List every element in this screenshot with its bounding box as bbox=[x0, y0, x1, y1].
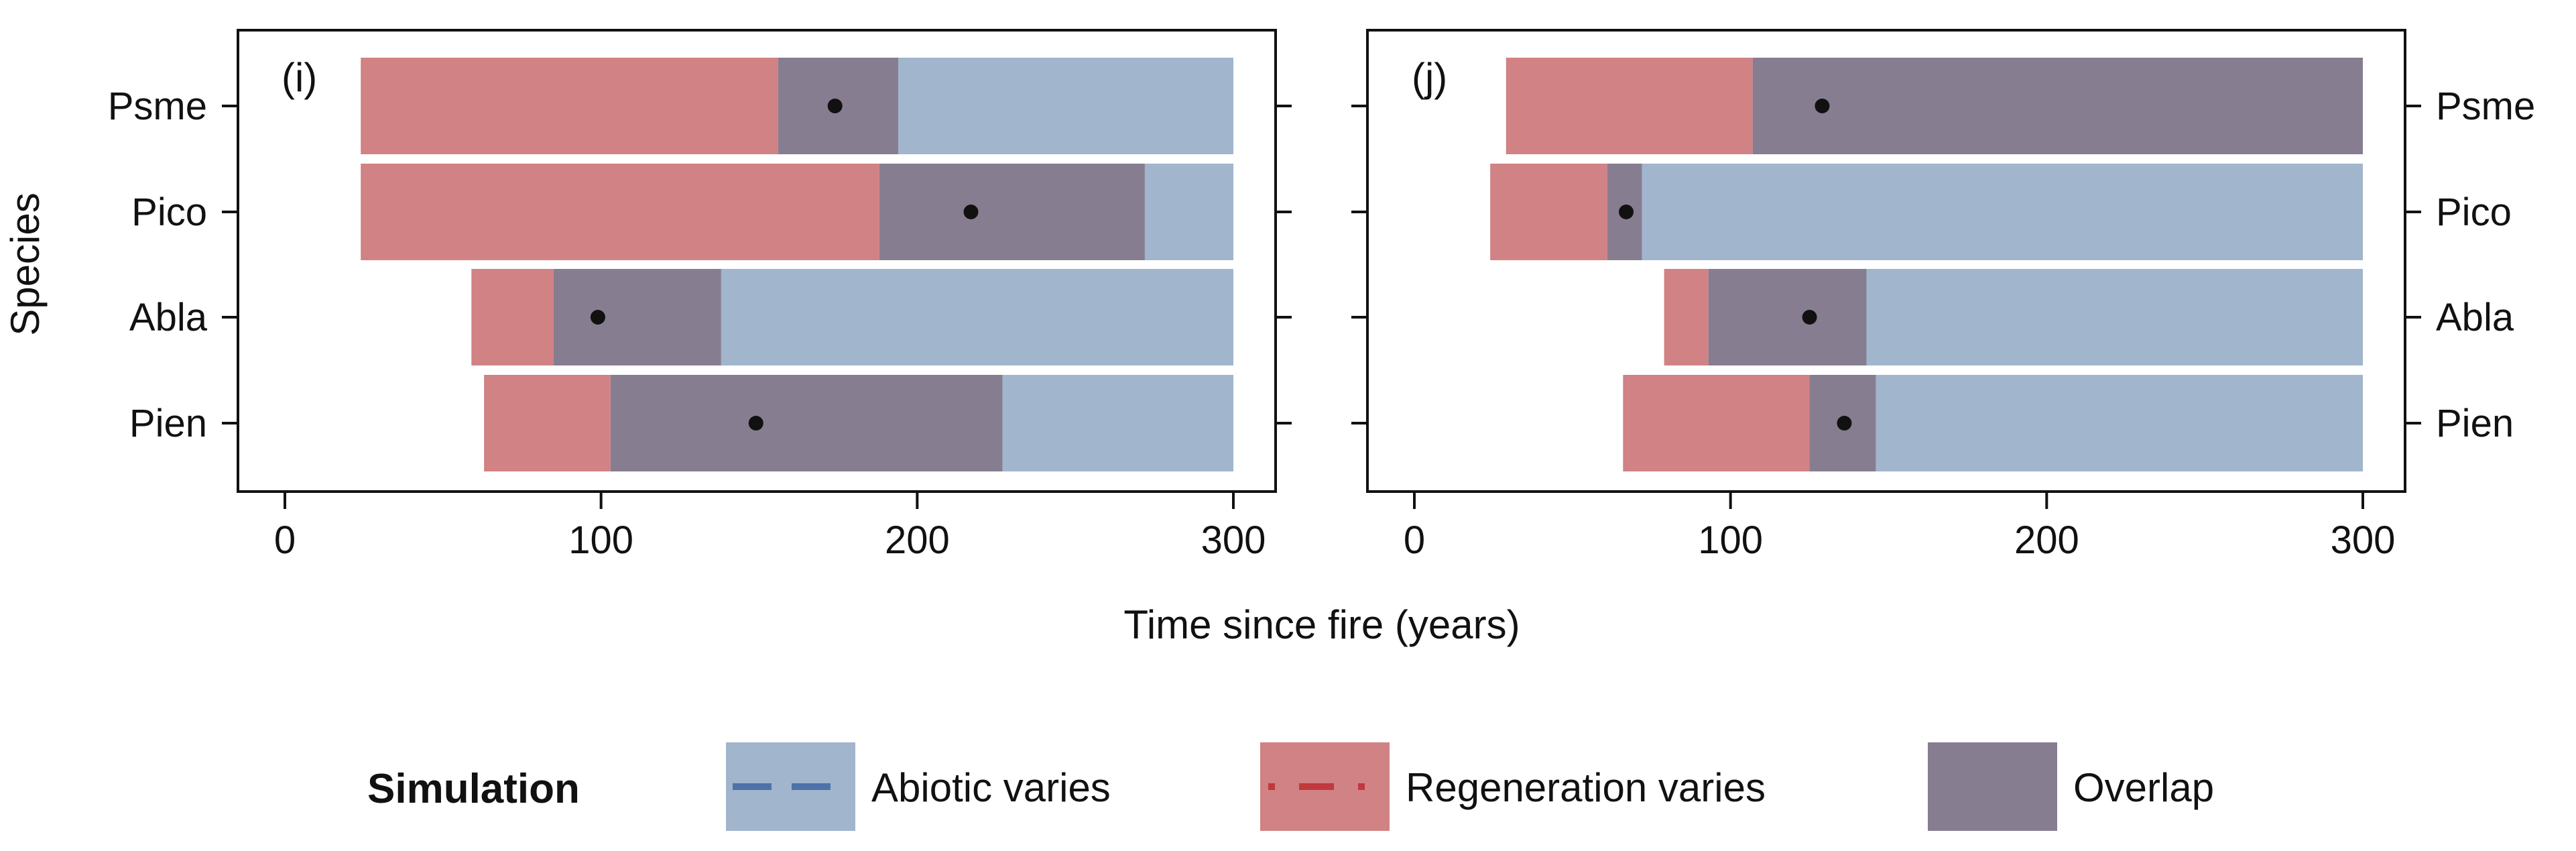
panel-i-xtick-label-300: 300 bbox=[1201, 518, 1266, 562]
legend: Simulation Abiotic varies Regeneration va… bbox=[367, 742, 2214, 831]
panel-i-frame bbox=[237, 29, 1277, 493]
panel-i-abla-regeneration-bar bbox=[471, 269, 554, 365]
panel-i-pien-regeneration-bar bbox=[484, 375, 611, 471]
legend-overlap-label: Overlap bbox=[2073, 765, 2214, 810]
panel-j-ytick-label-pien: Pien bbox=[2436, 402, 2514, 445]
panel-i-pien-point bbox=[748, 416, 763, 431]
panel-j-psme-overlap-bar bbox=[1752, 58, 2363, 154]
panel-i-pico-point bbox=[963, 205, 979, 219]
panel-j-xtick-label-0: 0 bbox=[1404, 518, 1425, 562]
panel-i-ytick-label-pien: Pien bbox=[129, 402, 207, 445]
panel-j-abla-point bbox=[1802, 310, 1817, 325]
y-axis-title: Species bbox=[3, 192, 48, 335]
panel-j-abla-overlap-bar bbox=[1708, 269, 1867, 365]
panel-j-psme-point bbox=[1815, 99, 1830, 113]
legend-abiotic-label: Abiotic varies bbox=[871, 765, 1111, 810]
panel-i-bars bbox=[361, 58, 1233, 471]
panel-i-axes: 0 100 200 300 Psme Pico Abla Pien bbox=[108, 84, 1292, 562]
panel-i-pico-regeneration-bar bbox=[361, 164, 879, 260]
panel-i-psme-point bbox=[827, 99, 843, 113]
panel-i-pien-abiotic-bar bbox=[1002, 375, 1233, 471]
panel-i-label: (i) bbox=[282, 55, 317, 100]
panel-j: (j) 0 100 200 300 Psme Pico Abla Pien bbox=[1351, 29, 2535, 562]
panel-i-abla-overlap-bar bbox=[553, 269, 721, 365]
panel-i-psme-regeneration-bar bbox=[361, 58, 778, 154]
panel-i-pico-overlap-bar bbox=[879, 164, 1145, 260]
x-axis-title: Time since fire (years) bbox=[1123, 602, 1520, 647]
panel-j-pien-point bbox=[1837, 416, 1852, 431]
panel-i-ytick-label-pico: Pico bbox=[131, 190, 207, 234]
panel-i-xtick-label-100: 100 bbox=[568, 518, 633, 562]
panel-i-abla-point bbox=[590, 310, 605, 325]
panel-j-pico-abiotic-bar bbox=[1642, 164, 2363, 260]
panel-i-pico-abiotic-bar bbox=[1144, 164, 1233, 260]
panel-j-ytick-label-abla: Abla bbox=[2436, 296, 2514, 339]
panel-j-xtick-label-300: 300 bbox=[2331, 518, 2396, 562]
panel-i-xtick-label-0: 0 bbox=[274, 518, 296, 562]
panel-j-pien-regeneration-bar bbox=[1623, 375, 1810, 471]
panel-j-label: (j) bbox=[1412, 55, 1447, 100]
panel-j-pico-point bbox=[1619, 205, 1634, 219]
legend-title: Simulation bbox=[367, 766, 580, 812]
panel-i-pien-overlap-bar bbox=[610, 375, 1003, 471]
panel-j-abla-regeneration-bar bbox=[1664, 269, 1709, 365]
panel-i-psme-abiotic-bar bbox=[898, 58, 1233, 154]
panel-j-pien-abiotic-bar bbox=[1876, 375, 2363, 471]
panel-j-frame bbox=[1366, 29, 2406, 493]
legend-overlap-swatch bbox=[1928, 742, 2057, 831]
legend-regeneration-label: Regeneration varies bbox=[1406, 765, 1766, 810]
panel-i-ytick-label-psme: Psme bbox=[108, 84, 207, 128]
panel-j-ytick-label-pico: Pico bbox=[2436, 190, 2512, 234]
panel-j-xtick-label-200: 200 bbox=[2014, 518, 2079, 562]
panel-j-bars bbox=[1490, 58, 2363, 471]
panel-j-psme-regeneration-bar bbox=[1506, 58, 1753, 154]
panel-i-abla-abiotic-bar bbox=[721, 269, 1233, 365]
panel-j-ytick-label-psme: Psme bbox=[2436, 84, 2535, 128]
panel-j-axes: 0 100 200 300 Psme Pico Abla Pien bbox=[1351, 84, 2535, 562]
panel-i: (i) 0 100 200 300 Psme Pico Abla Pien bbox=[108, 29, 1292, 562]
panel-j-xtick-label-100: 100 bbox=[1698, 518, 1763, 562]
panel-i-xtick-label-200: 200 bbox=[885, 518, 950, 562]
panel-i-ytick-label-abla: Abla bbox=[129, 296, 208, 339]
panel-j-abla-abiotic-bar bbox=[1866, 269, 2363, 365]
panel-j-pico-regeneration-bar bbox=[1490, 164, 1607, 260]
